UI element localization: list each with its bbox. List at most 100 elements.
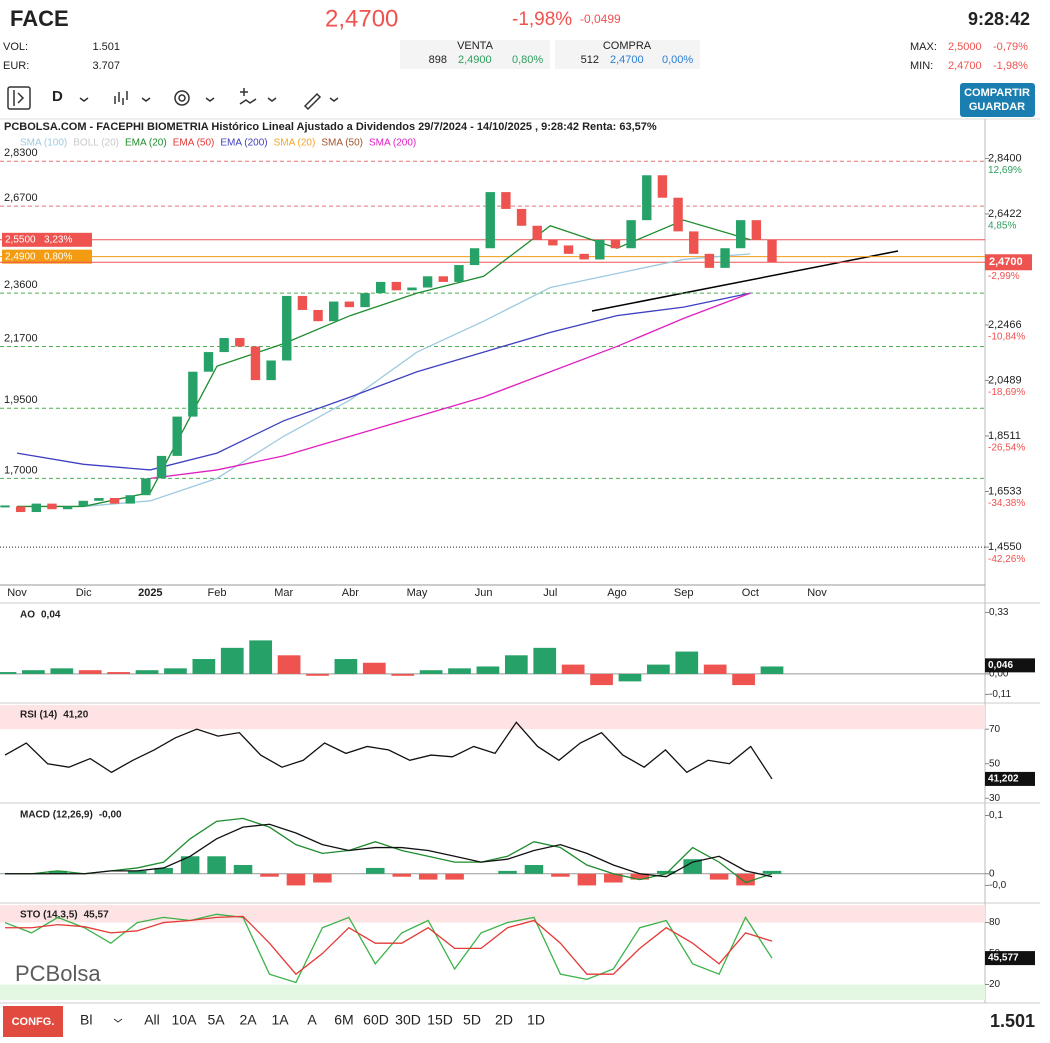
panel-label: AO — [20, 610, 35, 621]
right-tick-pct: -42,26% — [988, 554, 1025, 565]
range-button[interactable]: 2D — [495, 1012, 513, 1028]
indicator-line — [5, 915, 773, 976]
venta-pct: 0,80% — [512, 54, 543, 66]
ao-bar — [249, 640, 273, 674]
x-tick-label: Abr — [342, 587, 359, 599]
max-label: MAX: — [910, 41, 937, 53]
candle — [735, 220, 746, 249]
x-tick-label: May — [407, 587, 428, 599]
last-box-label: 45,577 — [988, 953, 1019, 964]
indicator-line — [4, 721, 773, 780]
candle — [360, 293, 370, 308]
panel-value: 45,57 — [84, 910, 109, 921]
ao-bar — [533, 647, 557, 674]
macd-bar — [604, 873, 623, 883]
price-tag-label: 2,4900 — [5, 251, 36, 262]
compra-price: 2,4700 — [610, 54, 644, 66]
price-tag-pct: 3,23% — [44, 234, 72, 245]
interval[interactable]: D — [52, 88, 63, 105]
eur-label: EUR: — [3, 60, 29, 72]
style-select[interactable]: Bl — [80, 1012, 92, 1028]
candle — [172, 416, 182, 456]
candle — [720, 248, 730, 268]
right-tick-label: 2,8400 — [988, 152, 1022, 164]
ma-line — [150, 292, 751, 479]
change: -0,0499 — [580, 12, 621, 26]
panel-tick-label: 30 — [989, 793, 1001, 804]
range-button[interactable]: 5A — [207, 1012, 225, 1028]
candle — [266, 360, 276, 381]
range-button[interactable]: 1A — [271, 1012, 289, 1028]
ao-bar — [760, 666, 784, 674]
candle — [31, 503, 42, 513]
macd-bar — [127, 870, 147, 874]
venta-price: 2,4900 — [458, 54, 492, 66]
config-button[interactable] — [3, 1006, 63, 1037]
range-button[interactable]: 30D — [395, 1012, 421, 1028]
ao-bar — [476, 666, 500, 674]
range-button[interactable]: 10A — [172, 1012, 198, 1028]
candles-icon[interactable] — [114, 91, 128, 105]
y-tick-label: 2,1700 — [4, 332, 38, 344]
zone — [0, 905, 985, 923]
last-tag-label: 2,4700 — [989, 256, 1023, 268]
right-tick-label: 2,2466 — [988, 319, 1022, 331]
settings-icon[interactable] — [174, 90, 190, 106]
ao-bar — [590, 673, 613, 686]
candle — [329, 301, 339, 322]
panel-toggle[interactable] — [7, 86, 31, 110]
candle — [125, 495, 135, 504]
watermark: PCBolsa — [15, 961, 101, 986]
ao-bar — [419, 670, 443, 674]
legend-entry: EMA (200) — [220, 138, 267, 149]
x-tick-label: Nov — [7, 587, 27, 599]
macd-bar — [286, 873, 306, 886]
macd-bar — [445, 873, 464, 880]
ao-bar — [391, 673, 415, 676]
panel-label: RSI (14) — [20, 710, 57, 721]
share-button[interactable] — [960, 83, 1035, 117]
panel-label: STO (14,3,5) — [20, 910, 78, 921]
compra-label: COMPRA — [603, 40, 652, 52]
range-button[interactable]: 2A — [239, 1012, 257, 1028]
venta-qty: 898 — [429, 54, 447, 66]
range-button[interactable]: 15D — [427, 1012, 453, 1028]
ao-bar — [0, 672, 17, 674]
settings-dot — [178, 94, 186, 102]
macd-bar — [630, 873, 650, 880]
macd-bar — [683, 859, 702, 874]
candle — [516, 208, 527, 226]
candle — [250, 346, 261, 381]
candle — [62, 506, 73, 510]
ao-bar — [107, 672, 130, 674]
ao-bar — [448, 668, 471, 674]
right-tick-pct: -34,38% — [988, 498, 1025, 509]
price: 2,4700 — [325, 5, 398, 32]
indicators-icon[interactable] — [239, 88, 257, 105]
candle — [532, 225, 542, 240]
x-tick-label: Mar — [274, 587, 293, 599]
range-button[interactable]: All — [144, 1012, 160, 1028]
min-pct: -1,98% — [993, 60, 1028, 72]
panel-label: MACD (12,26,9) — [20, 810, 93, 821]
last-box — [985, 771, 1035, 786]
candle — [626, 220, 636, 249]
range-button[interactable]: 6M — [334, 1012, 353, 1028]
x-tick-label: Jul — [543, 587, 557, 599]
panel-tick-label: 50 — [989, 758, 1001, 769]
range-button[interactable]: 60D — [363, 1012, 389, 1028]
macd-bar — [260, 873, 279, 877]
range-button[interactable]: 1D — [527, 1012, 545, 1028]
save-text: GUARDAR — [969, 101, 1025, 113]
share-text: COMPARTIR — [964, 87, 1030, 99]
ma-line — [16, 292, 751, 471]
zone — [0, 984, 985, 1000]
legend-entry: SMA (200) — [369, 138, 416, 149]
range-button[interactable]: 5D — [463, 1012, 481, 1028]
draw-icon[interactable] — [303, 92, 322, 111]
y-tick-label: 1,7000 — [4, 464, 38, 476]
candle — [188, 371, 198, 417]
range-button[interactable]: A — [307, 1012, 317, 1028]
candle — [282, 295, 292, 361]
